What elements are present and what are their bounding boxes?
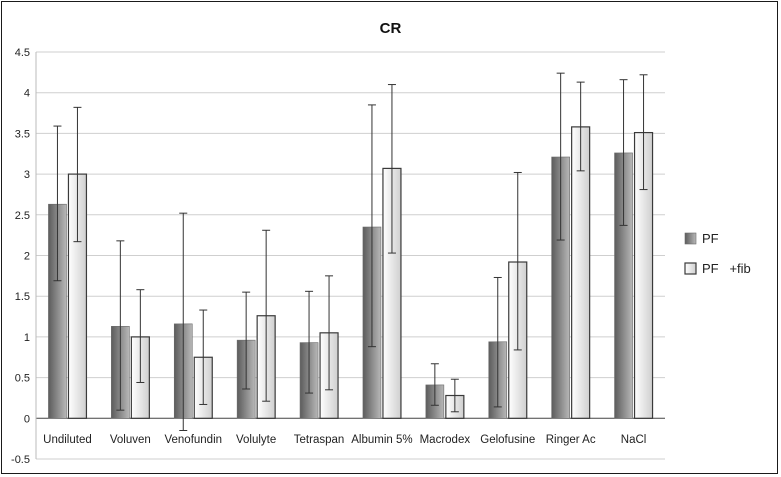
legend-label: PF <box>702 231 719 246</box>
category-label: Volulyte <box>236 434 276 446</box>
y-tick-label: 2.5 <box>15 210 30 222</box>
y-tick-label: 4 <box>24 88 30 100</box>
category-label: NaCl <box>621 434 647 446</box>
category-label: Albumin 5% <box>351 434 412 446</box>
y-tick-label: 0 <box>24 413 30 425</box>
y-tick-label: -0.5 <box>11 454 30 466</box>
category-label: Tetraspan <box>294 434 345 446</box>
y-tick-label: 1.5 <box>15 291 30 303</box>
y-tick-label: 4.5 <box>15 47 30 59</box>
category-label: Undiluted <box>43 434 92 446</box>
y-tick-label: 3.5 <box>15 128 30 140</box>
y-tick-label: 3 <box>24 169 30 181</box>
chart-title: CR <box>379 20 402 37</box>
category-label: Ringer Ac <box>546 434 596 446</box>
category-label: Gelofusine <box>480 434 535 446</box>
legend-swatch-pf-fib <box>684 262 697 275</box>
y-tick-label: 1 <box>24 332 30 344</box>
y-tick-label: 2 <box>24 251 30 263</box>
y-tick-label: 0.5 <box>15 373 30 385</box>
legend-swatch-pf <box>684 232 697 245</box>
category-label: Voluven <box>110 434 151 446</box>
legend-label: PF +fib <box>702 261 751 276</box>
category-label: Macrodex <box>420 434 471 446</box>
category-label: Venofundin <box>164 434 222 446</box>
